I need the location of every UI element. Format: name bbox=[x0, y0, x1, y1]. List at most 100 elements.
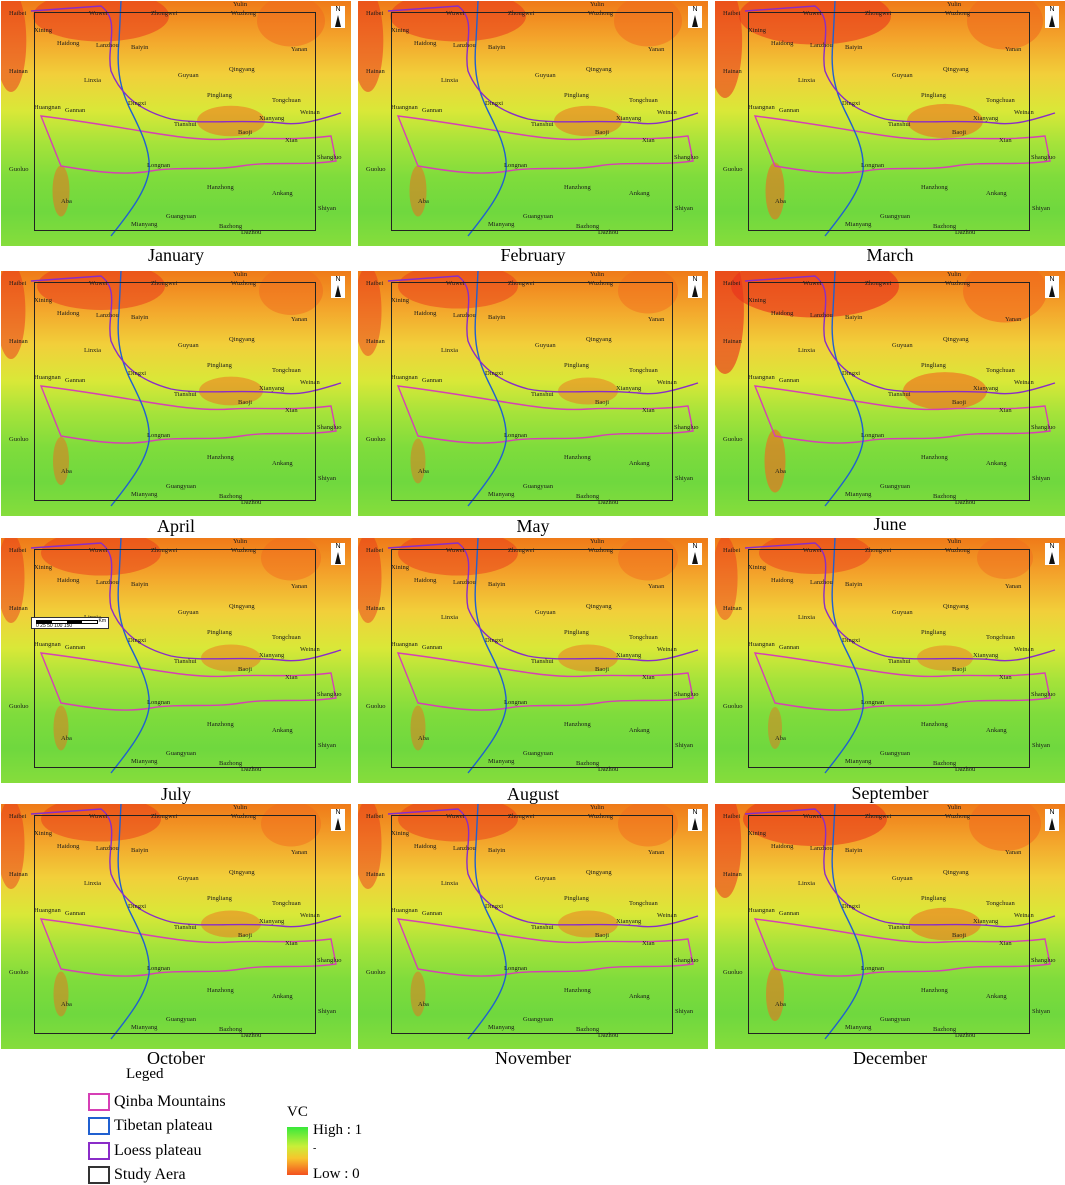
place-label: Hainan bbox=[723, 871, 742, 878]
place-label: Baiyin bbox=[845, 581, 863, 588]
place-label: Linxia bbox=[84, 347, 101, 354]
place-label: Dazhou bbox=[598, 499, 619, 506]
north-label: N bbox=[335, 276, 341, 283]
north-label: N bbox=[692, 543, 698, 550]
place-label: Xian bbox=[642, 940, 655, 947]
place-label: Huangnan bbox=[748, 374, 775, 381]
vc-map-april: N Wuwei Zhongwei Wuzhong Yulin Xining Haidong L… bbox=[1, 271, 351, 516]
boundary-overlay bbox=[358, 271, 699, 507]
place-label: Tianshui bbox=[531, 658, 554, 665]
legend-label-study: Study Aera bbox=[114, 1166, 186, 1183]
place-label: Yulin bbox=[233, 271, 248, 278]
north-arrow-glyph bbox=[1049, 818, 1055, 830]
place-label: Wuwei bbox=[89, 813, 108, 820]
tibet-boundary bbox=[824, 538, 864, 774]
place-label: Guoluo bbox=[723, 166, 743, 173]
place-label: Pingliang bbox=[564, 362, 589, 369]
loess-boundary bbox=[387, 542, 699, 662]
place-label: Haibei bbox=[366, 547, 384, 554]
place-label: Xining bbox=[34, 27, 53, 34]
place-label: Yulin bbox=[947, 271, 962, 278]
north-arrow-glyph bbox=[1049, 552, 1055, 564]
place-label: Bazhong bbox=[933, 493, 957, 500]
place-label: Huangnan bbox=[748, 907, 775, 914]
caption-february: February bbox=[500, 245, 566, 265]
place-label: Longnan bbox=[861, 965, 885, 972]
place-label: Huangnan bbox=[748, 104, 775, 111]
place-label: Shangluo bbox=[1031, 424, 1056, 431]
north-arrow-glyph bbox=[335, 552, 341, 564]
place-label: Yulin bbox=[233, 538, 248, 545]
place-label: Qingyang bbox=[943, 336, 969, 343]
place-label: Hainan bbox=[9, 605, 28, 612]
place-label: Zhongwei bbox=[151, 547, 178, 554]
vc-map-july: N Wuwei Zhongwei Wuzhong Yulin Xining Haidong L… bbox=[1, 538, 351, 783]
place-label: Tianshui bbox=[531, 924, 554, 931]
place-label: Tianshui bbox=[531, 391, 554, 398]
place-label: Xining bbox=[391, 830, 410, 837]
vc-map-january: N Wuwei Zhongwei Wuzhong Yulin Xining Haidong L… bbox=[1, 1, 351, 246]
place-label: Xianyang bbox=[259, 115, 285, 122]
place-label: Shangluo bbox=[1031, 154, 1056, 161]
place-label: Wuzhong bbox=[231, 280, 257, 287]
place-label: Hanzhong bbox=[207, 454, 234, 461]
place-label: Baoji bbox=[952, 129, 967, 136]
place-label: Dazhou bbox=[598, 766, 619, 773]
low-vc-patch bbox=[41, 804, 161, 842]
tibet-boundary bbox=[467, 271, 507, 507]
place-label: Tongchuan bbox=[986, 367, 1015, 374]
place-label: Shangluo bbox=[674, 691, 699, 698]
place-label: Linxia bbox=[798, 880, 815, 887]
place-label: Wuwei bbox=[446, 813, 465, 820]
place-label: Lanzhou bbox=[810, 845, 833, 852]
panel-april: N Wuwei Zhongwei Wuzhong Yulin Xining Haidong L… bbox=[1, 271, 351, 536]
place-label: Tongchuan bbox=[986, 634, 1015, 641]
place-label: Dazhou bbox=[241, 766, 262, 773]
place-label: Haidong bbox=[771, 40, 794, 47]
low-vc-patch bbox=[618, 271, 678, 314]
place-label: Pingliang bbox=[207, 629, 232, 636]
place-label: Wuwei bbox=[446, 547, 465, 554]
place-label: Wuzhong bbox=[588, 10, 614, 17]
place-label: Hanzhong bbox=[207, 987, 234, 994]
place-label: Haibei bbox=[9, 10, 27, 17]
low-vc-patch bbox=[743, 804, 887, 846]
place-label: Dingxi bbox=[485, 637, 504, 644]
place-label: Dazhou bbox=[241, 499, 262, 506]
place-label: Bazhong bbox=[933, 223, 957, 230]
north-arrow-glyph bbox=[692, 818, 698, 830]
place-label: Hainan bbox=[723, 605, 742, 612]
place-label: Ankang bbox=[986, 727, 1007, 734]
place-label: Weinan bbox=[1014, 379, 1034, 386]
place-label: Yanan bbox=[291, 316, 308, 323]
place-label: Xian bbox=[999, 674, 1012, 681]
place-label: Yulin bbox=[590, 271, 605, 278]
place-label: Hanzhong bbox=[207, 184, 234, 191]
place-label: Bazhong bbox=[576, 493, 600, 500]
place-label: Hainan bbox=[9, 68, 28, 75]
place-label: Hainan bbox=[723, 68, 742, 75]
place-label: Xianyang bbox=[973, 918, 999, 925]
panel-september: N Wuwei Zhongwei Wuzhong Yulin Xining Haidong L… bbox=[715, 538, 1065, 803]
place-label: Xian bbox=[285, 407, 298, 414]
north-label: N bbox=[1049, 6, 1055, 13]
place-label: Guyuan bbox=[892, 72, 913, 79]
place-label: Xining bbox=[34, 297, 53, 304]
place-label: Pingliang bbox=[207, 362, 232, 369]
place-label: Zhongwei bbox=[865, 10, 892, 17]
place-label: Pingliang bbox=[564, 629, 589, 636]
study-area-box bbox=[34, 12, 316, 231]
place-label: Baiyin bbox=[131, 847, 149, 854]
place-label: Dingxi bbox=[128, 370, 147, 377]
north-arrow-icon: N bbox=[1045, 6, 1059, 28]
colorbar-ramp bbox=[287, 1127, 308, 1175]
place-label: Xian bbox=[642, 137, 655, 144]
low-vc-patch bbox=[398, 538, 518, 576]
place-label: Guyuan bbox=[178, 72, 199, 79]
place-label: Wuzhong bbox=[588, 813, 614, 820]
place-label: Baoji bbox=[595, 399, 610, 406]
loess-boundary bbox=[30, 808, 342, 928]
tibet-boundary bbox=[110, 271, 150, 507]
north-arrow-glyph bbox=[692, 552, 698, 564]
place-label: Tongchuan bbox=[629, 900, 658, 907]
